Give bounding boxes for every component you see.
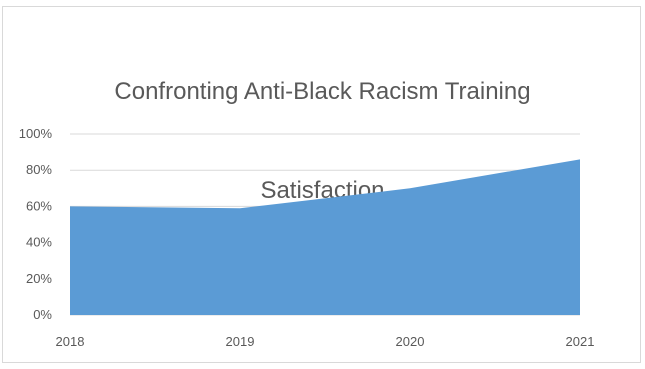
- y-tick-label: 0%: [33, 307, 52, 322]
- y-tick-label: 20%: [26, 271, 52, 286]
- x-tick-label: 2018: [56, 334, 85, 349]
- chart-title-line-1: Confronting Anti-Black Racism Training: [114, 78, 531, 105]
- chart-title: Confronting Anti-Black Racism Training S…: [0, 42, 645, 207]
- x-tick-label: 2021: [566, 334, 595, 349]
- y-tick-label: 80%: [26, 162, 52, 177]
- y-tick-label: 100%: [19, 126, 53, 141]
- area-series-0: [70, 159, 580, 315]
- y-axis-tick-labels: 0% 20% 40% 60% 80% 100%: [19, 126, 53, 322]
- x-axis-tick-labels: 2018 2019 2020 2021: [56, 334, 595, 349]
- x-tick-label: 2020: [396, 334, 425, 349]
- x-tick-label: 2019: [226, 334, 255, 349]
- area-layer: [70, 159, 580, 315]
- y-tick-label: 40%: [26, 235, 52, 250]
- y-tick-label: 60%: [26, 198, 52, 213]
